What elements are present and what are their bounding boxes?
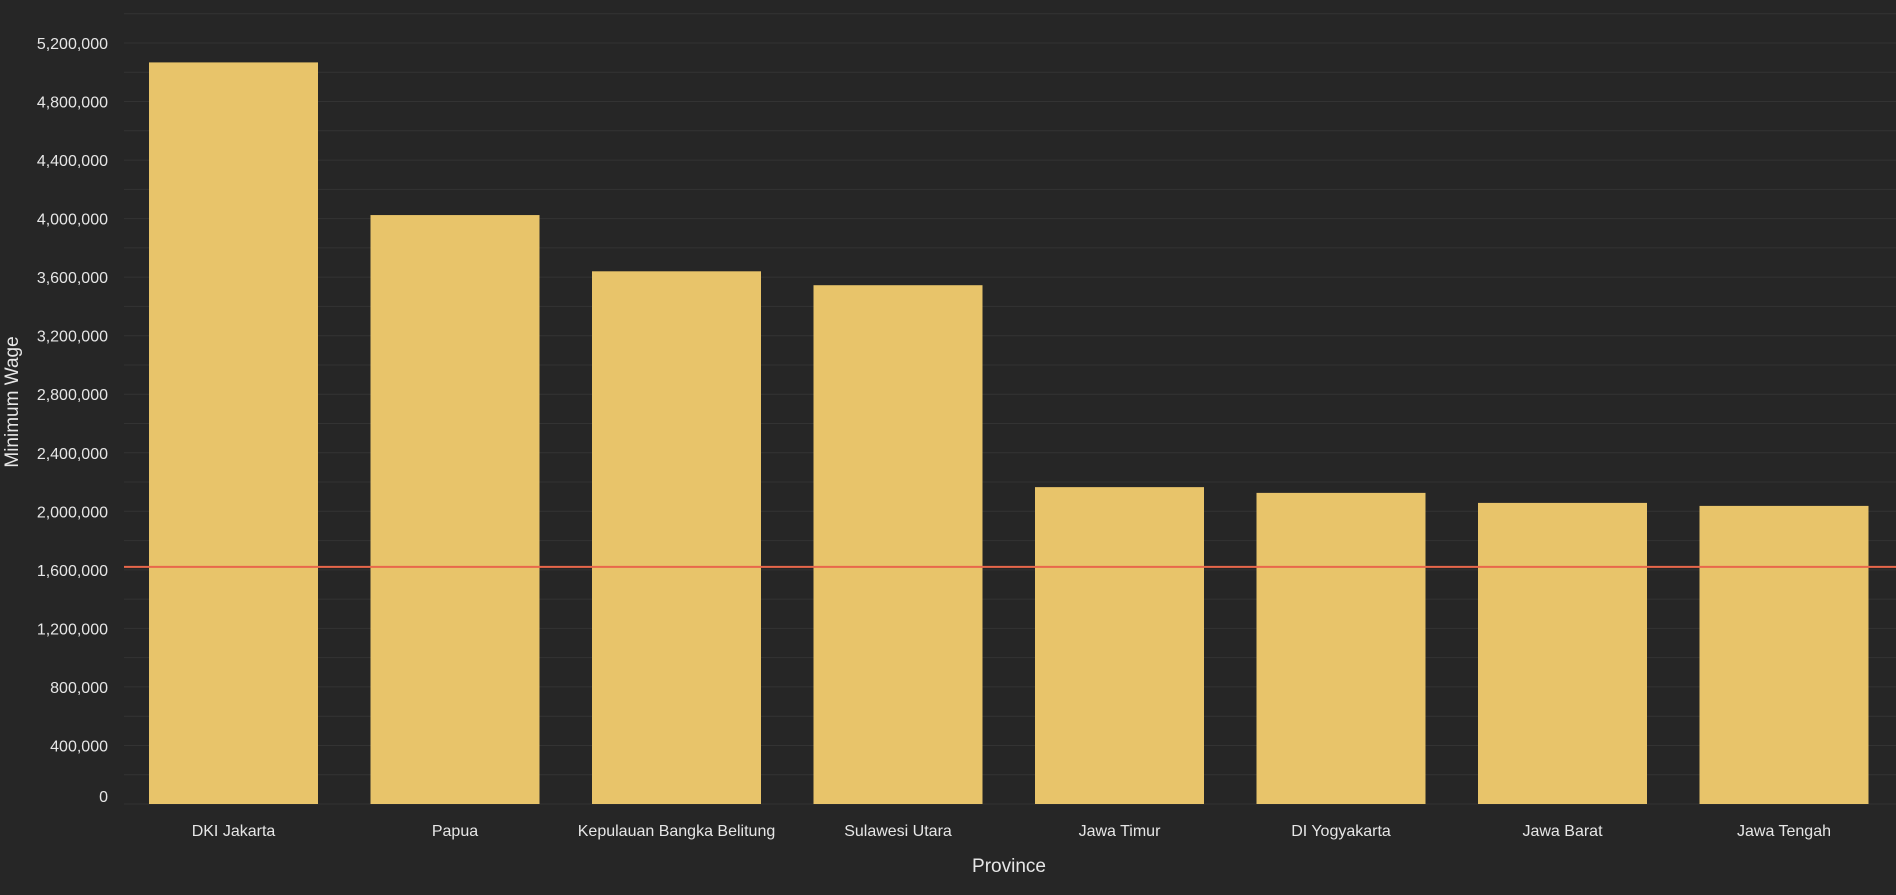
y-tick-label: 2,000,000 <box>37 504 108 521</box>
x-tick-label: Jawa Barat <box>1522 823 1603 840</box>
bar <box>1478 502 1647 804</box>
y-tick-label: 5,200,000 <box>37 36 108 53</box>
bar <box>149 62 318 805</box>
y-tick-label: 3,600,000 <box>37 270 108 287</box>
y-tick-label: 400,000 <box>50 738 108 755</box>
x-tick-label: Jawa Timur <box>1079 823 1161 840</box>
x-tick-label: DKI Jakarta <box>192 823 276 840</box>
y-tick-label: 800,000 <box>50 680 108 697</box>
y-tick-label: 2,800,000 <box>37 387 108 404</box>
bar <box>370 215 540 804</box>
bar <box>813 285 983 804</box>
x-tick-label: Kepulauan Bangka Belitung <box>578 823 776 840</box>
bar <box>592 271 761 804</box>
y-tick-label: 0 <box>99 789 108 806</box>
bar <box>1699 505 1869 804</box>
x-axis-title: Province <box>972 856 1046 877</box>
x-tick-label: DI Yogyakarta <box>1291 823 1391 840</box>
y-axis-ticks: 0 400,000 800,000 1,200,000 1,600,000 2,000,0… <box>37 36 108 806</box>
x-tick-label: Papua <box>432 823 478 840</box>
y-tick-label: 1,600,000 <box>37 563 108 580</box>
bars <box>149 62 1869 805</box>
y-tick-label: 4,000,000 <box>37 212 108 229</box>
y-tick-label: 4,400,000 <box>37 153 108 170</box>
y-axis-title: Minimum Wage <box>2 336 23 467</box>
y-tick-label: 3,200,000 <box>37 329 108 346</box>
bar <box>1256 492 1426 804</box>
y-tick-label: 4,800,000 <box>37 95 108 112</box>
bar <box>1035 487 1204 804</box>
y-tick-label: 1,200,000 <box>37 621 108 638</box>
x-axis-ticks: DKI Jakarta Papua Kepulauan Bangka Belitun… <box>192 823 1831 840</box>
x-tick-label: Jawa Tengah <box>1737 823 1831 840</box>
x-tick-label: Sulawesi Utara <box>844 823 952 840</box>
y-tick-label: 2,400,000 <box>37 446 108 463</box>
